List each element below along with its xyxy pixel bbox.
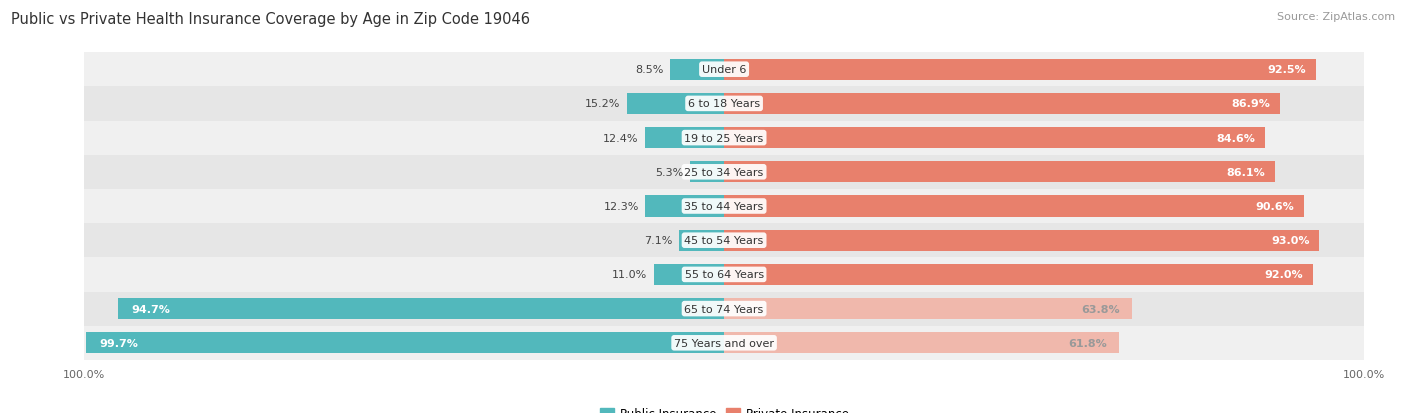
Text: 93.0%: 93.0% bbox=[1271, 236, 1309, 246]
Bar bbox=[654, 264, 724, 285]
Legend: Public Insurance, Private Insurance: Public Insurance, Private Insurance bbox=[599, 407, 849, 413]
Bar bbox=[724, 196, 1303, 217]
Text: Under 6: Under 6 bbox=[702, 65, 747, 75]
Text: 12.3%: 12.3% bbox=[603, 202, 638, 211]
Text: 19 to 25 Years: 19 to 25 Years bbox=[685, 133, 763, 143]
Text: 5.3%: 5.3% bbox=[655, 167, 683, 177]
Bar bbox=[84, 292, 1364, 326]
Bar bbox=[724, 128, 1265, 149]
Bar bbox=[84, 87, 1364, 121]
Text: 84.6%: 84.6% bbox=[1216, 133, 1256, 143]
Text: 61.8%: 61.8% bbox=[1069, 338, 1107, 348]
Bar bbox=[679, 230, 724, 251]
Bar bbox=[84, 190, 1364, 223]
Text: 12.4%: 12.4% bbox=[603, 133, 638, 143]
Bar bbox=[84, 155, 1364, 190]
Text: 99.7%: 99.7% bbox=[98, 338, 138, 348]
Bar bbox=[724, 298, 1132, 319]
Text: 35 to 44 Years: 35 to 44 Years bbox=[685, 202, 763, 211]
Bar bbox=[724, 162, 1275, 183]
Text: 45 to 54 Years: 45 to 54 Years bbox=[685, 236, 763, 246]
Text: 65 to 74 Years: 65 to 74 Years bbox=[685, 304, 763, 314]
Text: 15.2%: 15.2% bbox=[585, 99, 620, 109]
Bar bbox=[84, 53, 1364, 87]
Text: 25 to 34 Years: 25 to 34 Years bbox=[685, 167, 763, 177]
Text: 55 to 64 Years: 55 to 64 Years bbox=[685, 270, 763, 280]
Bar bbox=[118, 298, 724, 319]
Text: 75 Years and over: 75 Years and over bbox=[673, 338, 775, 348]
Text: 86.9%: 86.9% bbox=[1232, 99, 1271, 109]
Bar bbox=[724, 264, 1313, 285]
Text: 8.5%: 8.5% bbox=[636, 65, 664, 75]
Text: Public vs Private Health Insurance Coverage by Age in Zip Code 19046: Public vs Private Health Insurance Cover… bbox=[11, 12, 530, 27]
Text: 6 to 18 Years: 6 to 18 Years bbox=[688, 99, 761, 109]
Text: 11.0%: 11.0% bbox=[612, 270, 647, 280]
Bar bbox=[627, 94, 724, 115]
Bar bbox=[84, 121, 1364, 155]
Text: Source: ZipAtlas.com: Source: ZipAtlas.com bbox=[1277, 12, 1395, 22]
Text: 90.6%: 90.6% bbox=[1256, 202, 1294, 211]
Text: 92.5%: 92.5% bbox=[1268, 65, 1306, 75]
Text: 86.1%: 86.1% bbox=[1226, 167, 1265, 177]
Bar bbox=[724, 332, 1119, 354]
Bar bbox=[724, 59, 1316, 81]
Text: 7.1%: 7.1% bbox=[644, 236, 672, 246]
Bar bbox=[84, 258, 1364, 292]
Text: 94.7%: 94.7% bbox=[131, 304, 170, 314]
Bar bbox=[86, 332, 724, 354]
Text: 92.0%: 92.0% bbox=[1264, 270, 1303, 280]
Text: 63.8%: 63.8% bbox=[1081, 304, 1119, 314]
Bar bbox=[690, 162, 724, 183]
Bar bbox=[84, 223, 1364, 258]
Bar bbox=[724, 94, 1279, 115]
Bar bbox=[645, 196, 724, 217]
Bar bbox=[84, 326, 1364, 360]
Bar bbox=[724, 230, 1319, 251]
Bar bbox=[645, 128, 724, 149]
Bar bbox=[669, 59, 724, 81]
